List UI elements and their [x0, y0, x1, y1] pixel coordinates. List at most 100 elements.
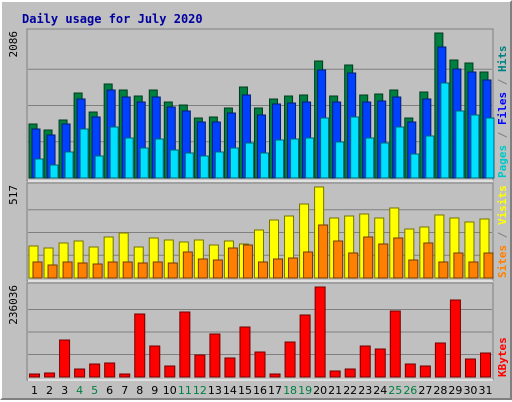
bar-pages-day-10 — [169, 149, 179, 179]
bar-kbytes-day-19 — [299, 314, 311, 378]
bar-pages-day-26 — [410, 153, 420, 179]
bar-sites-day-20 — [318, 224, 329, 279]
bar-kbytes-day-12 — [194, 354, 206, 378]
bar-sites-day-10 — [167, 262, 178, 279]
x-tick-label: 6 — [106, 384, 113, 397]
bar-sites-day-25 — [393, 237, 404, 279]
x-tick-label: 13 — [208, 384, 222, 397]
x-tick-label: 12 — [193, 384, 207, 397]
bar-sites-day-4 — [77, 262, 88, 279]
bar-kbytes-day-10 — [164, 365, 176, 378]
panel-hits: 2086 Pages / Files / Hits — [7, 28, 509, 182]
bar-kbytes-day-15 — [239, 326, 251, 378]
legend-entry: / — [496, 125, 509, 145]
bar-sites-day-21 — [333, 240, 344, 279]
bar-pages-day-15 — [244, 142, 254, 179]
bar-pages-day-8 — [139, 147, 149, 179]
x-tick-label: 2 — [46, 384, 53, 397]
bar-pages-day-17 — [275, 139, 285, 179]
bar-sites-day-6 — [107, 261, 118, 279]
bar-sites-day-7 — [122, 261, 133, 279]
bar-sites-day-31 — [483, 252, 494, 279]
bar-sites-day-12 — [197, 258, 208, 279]
bar-kbytes-day-6 — [104, 362, 116, 378]
panel-visits: 517 Sites / Visits — [7, 182, 509, 282]
x-tick-label: 9 — [151, 384, 158, 397]
panel-visits-max-label: 517 — [7, 185, 20, 205]
panel-visits-legend: Sites / Visits — [496, 185, 509, 278]
bar-kbytes-day-21 — [329, 370, 341, 378]
bar-kbytes-day-23 — [359, 345, 371, 378]
panel-visits-bars — [28, 186, 494, 279]
bar-sites-day-14 — [227, 247, 238, 279]
x-tick-label: 8 — [136, 384, 143, 397]
x-tick-label: 22 — [343, 384, 357, 397]
bar-pages-day-27 — [425, 135, 435, 179]
bar-pages-day-6 — [109, 126, 119, 179]
bar-kbytes-day-7 — [119, 373, 131, 378]
x-tick-label: 27 — [418, 384, 432, 397]
bar-pages-day-29 — [455, 110, 465, 179]
bar-pages-day-13 — [214, 151, 224, 179]
x-tick-label: 4 — [76, 384, 83, 397]
bar-sites-day-30 — [468, 261, 479, 279]
bar-sites-day-8 — [137, 262, 148, 279]
bar-kbytes-day-9 — [149, 345, 161, 378]
legend-entry: Sites — [496, 245, 509, 278]
bar-pages-day-9 — [154, 138, 164, 179]
bar-sites-day-1 — [32, 261, 43, 279]
bar-pages-day-31 — [485, 117, 495, 179]
bar-pages-day-12 — [199, 155, 209, 179]
bar-kbytes-day-8 — [134, 313, 146, 378]
x-tick-label: 23 — [358, 384, 372, 397]
bar-sites-day-22 — [348, 252, 359, 279]
bar-kbytes-day-18 — [284, 341, 296, 378]
bar-pages-day-4 — [79, 128, 89, 179]
x-tick-label: 1 — [31, 384, 38, 397]
bar-pages-day-16 — [259, 152, 269, 179]
bar-sites-day-13 — [212, 259, 223, 279]
bar-pages-day-2 — [49, 164, 59, 179]
bar-kbytes-day-22 — [344, 368, 356, 378]
x-tick-label: 25 — [388, 384, 402, 397]
bar-sites-day-16 — [257, 261, 268, 279]
legend-entry: Hits — [496, 46, 509, 73]
bar-sites-day-18 — [288, 257, 299, 279]
bar-kbytes-day-17 — [269, 373, 281, 378]
bar-sites-day-15 — [242, 244, 253, 279]
bar-pages-day-23 — [365, 137, 375, 179]
bar-kbytes-day-31 — [479, 352, 491, 378]
bar-sites-day-11 — [182, 251, 193, 279]
bar-pages-day-14 — [229, 147, 239, 179]
x-tick-label: 31 — [478, 384, 492, 397]
bar-pages-day-5 — [94, 155, 104, 179]
chart-panels: 2086 Pages / Files / Hits 517 Sites / Visit… — [7, 28, 509, 381]
legend-entry: Pages — [496, 145, 509, 178]
bar-pages-day-24 — [380, 142, 390, 179]
x-tick-label: 29 — [448, 384, 462, 397]
bar-kbytes-day-29 — [449, 299, 461, 378]
bar-pages-day-3 — [64, 151, 74, 179]
legend-entry: Visits — [496, 185, 509, 225]
bar-pages-day-30 — [470, 114, 480, 179]
bar-kbytes-day-16 — [254, 351, 266, 378]
bar-sites-day-17 — [273, 258, 284, 279]
bar-kbytes-day-2 — [44, 372, 56, 378]
x-tick-label: 3 — [61, 384, 68, 397]
legend-entry: KBytes — [496, 337, 509, 377]
bar-kbytes-day-26 — [404, 363, 416, 378]
bar-kbytes-day-1 — [29, 373, 41, 378]
bar-pages-day-25 — [395, 126, 405, 179]
x-tick-label: 28 — [433, 384, 447, 397]
bar-pages-day-22 — [350, 116, 360, 179]
bar-pages-day-7 — [124, 137, 134, 179]
bar-kbytes-day-4 — [74, 368, 86, 378]
x-tick-label: 17 — [268, 384, 282, 397]
bar-kbytes-day-27 — [419, 365, 431, 378]
bar-kbytes-day-3 — [59, 339, 71, 378]
bar-kbytes-day-13 — [209, 333, 221, 378]
chart-title: Daily usage for July 2020 — [22, 12, 203, 26]
bar-sites-day-24 — [378, 243, 389, 279]
panel-hits-legend: Pages / Files / Hits — [496, 46, 509, 179]
x-tick-label: 19 — [298, 384, 312, 397]
